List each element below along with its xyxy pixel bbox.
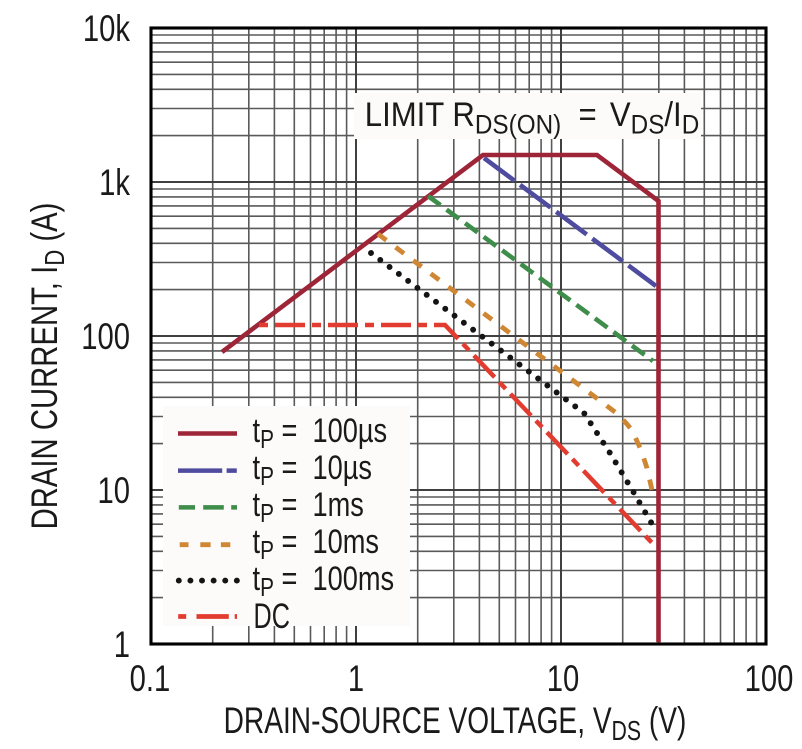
svg-text:tP = 100ms: tP = 100ms	[253, 559, 395, 601]
svg-text:LIMIT RDS(ON) = VDS/ID: LIMIT RDS(ON) = VDS/ID	[365, 95, 699, 140]
svg-text:10: 10	[547, 659, 580, 700]
svg-text:tP = 10ms: tP = 10ms	[253, 522, 379, 564]
svg-text:0.1: 0.1	[130, 659, 171, 700]
svg-text:1: 1	[348, 659, 364, 700]
svg-text:DC: DC	[254, 597, 290, 636]
svg-text:10k: 10k	[83, 9, 130, 50]
svg-text:1: 1	[114, 625, 130, 666]
svg-text:tP = 100µs: tP = 100µs	[253, 411, 388, 453]
svg-text:1k: 1k	[99, 163, 130, 204]
svg-text:100: 100	[745, 659, 794, 700]
svg-text:10: 10	[97, 471, 130, 512]
svg-text:tP = 10µs: tP = 10µs	[253, 448, 372, 490]
svg-text:DRAIN-SOURCE VOLTAGE, VDS (V): DRAIN-SOURCE VOLTAGE, VDS (V)	[224, 699, 687, 747]
svg-text:100: 100	[81, 317, 130, 358]
